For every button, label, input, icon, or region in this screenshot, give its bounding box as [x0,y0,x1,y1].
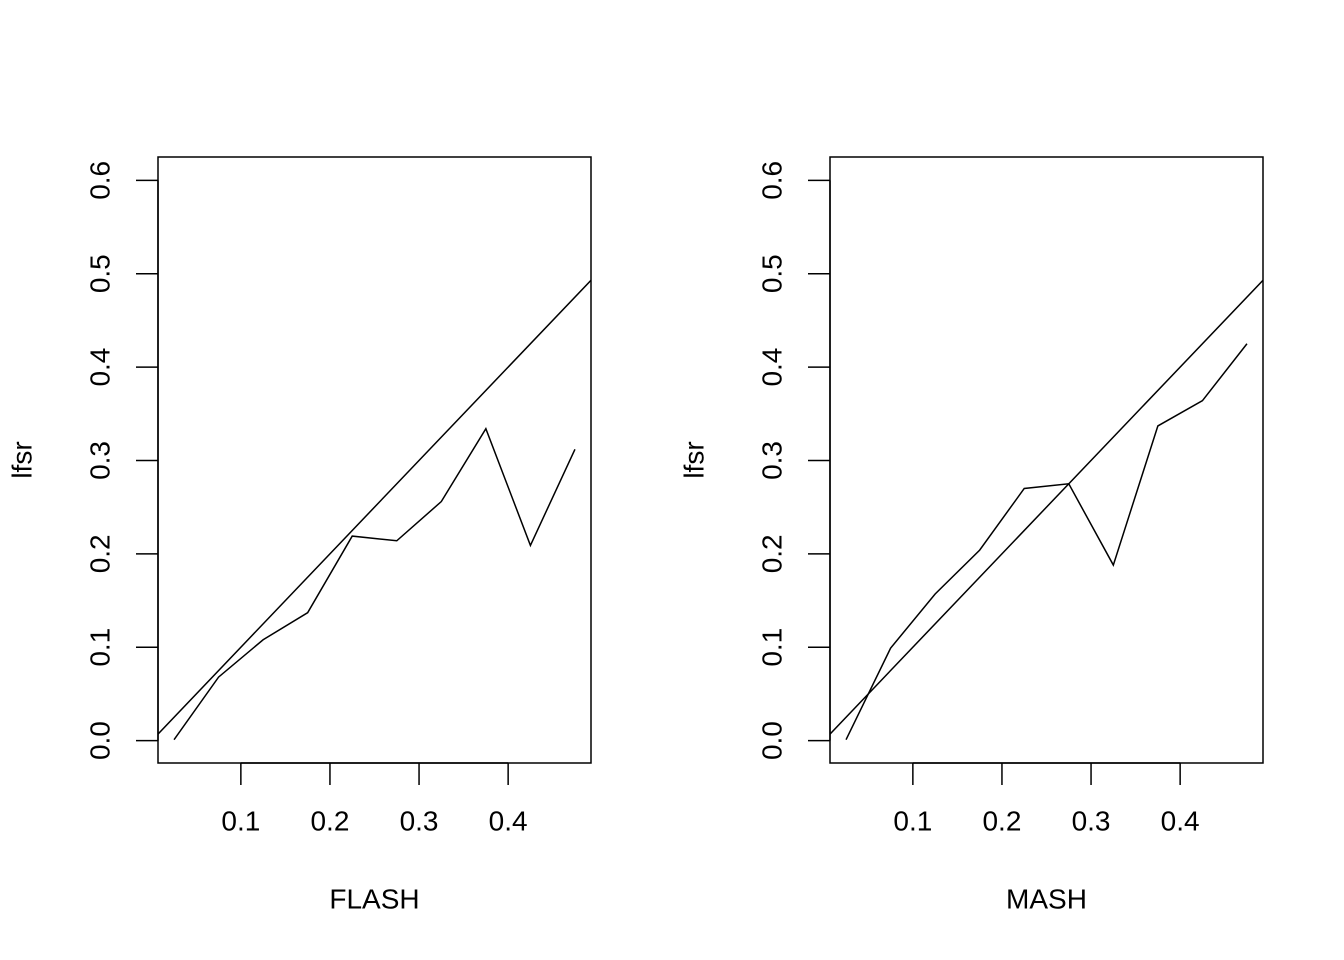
x-tick-label: 0.4 [489,805,528,836]
y-tick-label: 0.3 [756,441,787,480]
x-tick-label: 0.2 [982,805,1021,836]
y-tick-label: 0.1 [84,628,115,667]
plot-box [157,156,592,764]
y-tick-label: 0.2 [84,534,115,573]
y-axis-title: lfsr [6,441,37,478]
y-tick-label: 0.0 [84,721,115,760]
x-tick-label: 0.1 [221,805,260,836]
y-tick-label: 0.4 [756,348,787,387]
data-line [845,343,1248,740]
y-tick-label: 0.5 [756,254,787,293]
y-tick-label: 0.2 [756,534,787,573]
plot-box [829,156,1264,764]
x-tick-label: 0.3 [400,805,439,836]
data-line [173,427,576,741]
reference-line [830,279,1263,735]
x-tick-label: 0.3 [1072,805,1111,836]
y-axis-title: lfsr [678,441,709,478]
y-tick-label: 0.0 [756,721,787,760]
y-tick-label: 0.3 [84,441,115,480]
y-tick-label: 0.6 [84,161,115,200]
panel: 0.0 0.1 0.2 0.3 0.4 0.5 0.6 0.1 0.2 0.3 0.4 MASH lfs… [678,156,1264,914]
reference-line [158,279,591,735]
x-axis-title: FLASH [329,883,419,914]
y-tick-label: 0.6 [756,161,787,200]
y-tick-label: 0.5 [84,254,115,293]
y-tick-label: 0.4 [84,348,115,387]
x-tick-label: 0.2 [310,805,349,836]
x-axis-title: MASH [1006,883,1087,914]
x-tick-label: 0.1 [893,805,932,836]
y-tick-label: 0.1 [756,628,787,667]
panel: 0.0 0.1 0.2 0.3 0.4 0.5 0.6 0.1 0.2 0.3 0.4 FLASH lf… [6,156,592,914]
x-tick-label: 0.4 [1161,805,1200,836]
